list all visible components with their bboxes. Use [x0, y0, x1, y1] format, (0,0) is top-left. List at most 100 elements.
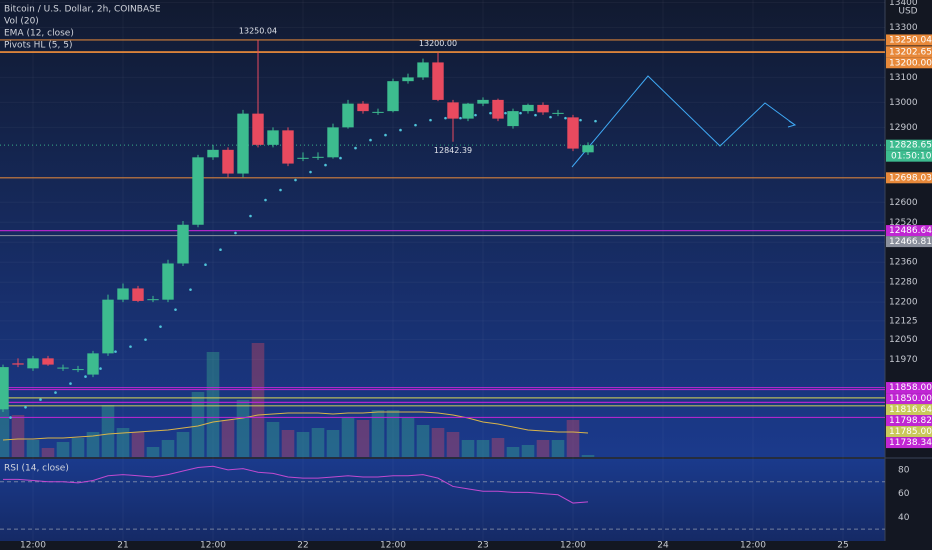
volume-bar — [491, 438, 505, 457]
ema-dot — [159, 325, 162, 328]
candle-body — [312, 156, 324, 158]
ema-dot — [54, 391, 57, 394]
candle-body — [87, 353, 99, 375]
ema-dot — [534, 113, 537, 117]
ema-dot — [204, 263, 207, 267]
volume-bar — [236, 400, 250, 457]
ema-dot — [504, 111, 507, 115]
price-label-box — [886, 57, 932, 69]
candle-body — [102, 299, 114, 354]
y-tick-label: 13400 — [889, 0, 918, 8]
volume-bar — [536, 440, 550, 457]
pivot-label: 13200.00 — [419, 39, 457, 48]
ema-dot — [399, 128, 402, 132]
price-label-box — [886, 404, 932, 416]
rsi-pane — [0, 459, 885, 541]
price-label-box — [886, 426, 932, 438]
volume-bar — [521, 445, 535, 457]
candle-body — [342, 103, 354, 128]
ema-dot — [144, 338, 147, 341]
indicator-label: Vol (20) — [4, 17, 39, 27]
price-label-box — [886, 172, 932, 184]
ema-dot — [189, 288, 192, 291]
volume-bar — [26, 440, 40, 457]
ema-dot — [249, 214, 252, 218]
volume-bar — [116, 428, 130, 457]
y-tick-label: 12125 — [889, 316, 918, 326]
ema-dot — [294, 178, 297, 182]
x-tick-label: 22 — [297, 541, 308, 550]
candle-body — [237, 113, 249, 174]
ema-dot — [9, 416, 12, 419]
candle-body — [552, 112, 564, 114]
candle-body — [147, 299, 159, 301]
indicator-label: EMA (12, close) — [4, 29, 74, 39]
volume-bar — [206, 352, 220, 457]
volume-bar — [356, 420, 370, 457]
candle-body — [282, 130, 294, 164]
volume-bar — [341, 418, 355, 457]
ema-dot — [384, 133, 387, 137]
candle-body — [372, 111, 384, 113]
ema-dot — [309, 170, 312, 174]
ema-dot — [489, 111, 492, 115]
pivot-label: 12842.39 — [434, 146, 472, 155]
volume-bar — [401, 418, 415, 457]
volume-bar — [476, 440, 490, 457]
candle-body — [432, 62, 444, 100]
rsi-tick-label: 60 — [898, 489, 910, 499]
y-tick-label: 12200 — [889, 298, 918, 308]
volume-bar — [326, 430, 340, 457]
candle-body — [357, 103, 369, 112]
candle-body — [522, 104, 534, 112]
candle-body — [537, 104, 549, 113]
volume-bar — [371, 410, 385, 457]
ema-dot — [564, 116, 567, 120]
ema-dot — [264, 198, 267, 202]
projection-drawing — [571, 75, 796, 168]
volume-bar — [551, 440, 565, 457]
ema-dot — [444, 116, 447, 120]
candle-body — [297, 157, 309, 159]
ema-dot — [114, 350, 117, 353]
candle-body — [0, 367, 9, 410]
price-label-box — [886, 382, 932, 394]
candle-body — [72, 369, 84, 371]
price-label-box — [886, 236, 932, 248]
pivot-label: 13250.04 — [239, 26, 277, 35]
volume-bar — [461, 440, 475, 457]
price-label: 12828.65 — [889, 141, 932, 151]
ema-dot — [414, 123, 417, 127]
x-tick-label: 21 — [117, 541, 128, 550]
ema-dot — [84, 375, 87, 378]
candle-body — [57, 367, 69, 369]
marks — [0, 39, 885, 530]
price-label-box — [886, 34, 932, 46]
volume-bar — [266, 422, 280, 457]
x-tick-label: 12:00 — [380, 541, 406, 550]
candle-body — [117, 288, 129, 300]
price-label-box — [886, 46, 932, 58]
ema-dot — [354, 146, 357, 150]
price-label-box — [886, 437, 932, 449]
price-label: 13200.00 — [889, 58, 932, 68]
ema-dot — [219, 248, 222, 252]
price-label: 12466.81 — [889, 237, 932, 247]
ema-dot — [594, 119, 597, 123]
y-tick-label: 12360 — [889, 258, 918, 268]
candle-body — [12, 363, 24, 365]
price-label-box — [886, 225, 932, 237]
candle-body — [492, 99, 504, 119]
volume-ma — [2, 411, 589, 441]
candle-body — [192, 157, 204, 225]
y-tick-label: 13000 — [889, 98, 918, 108]
chart-title: Bitcoin / U.S. Dollar, 2h, COINBASE — [4, 5, 161, 15]
volume-bar — [581, 455, 595, 457]
price-label-box — [886, 139, 932, 151]
ema-dot — [324, 163, 327, 167]
x-tick-label: 12:00 — [740, 541, 766, 550]
ema-dot — [339, 156, 342, 160]
ema-dot — [24, 406, 27, 409]
volume-bar — [296, 432, 310, 457]
